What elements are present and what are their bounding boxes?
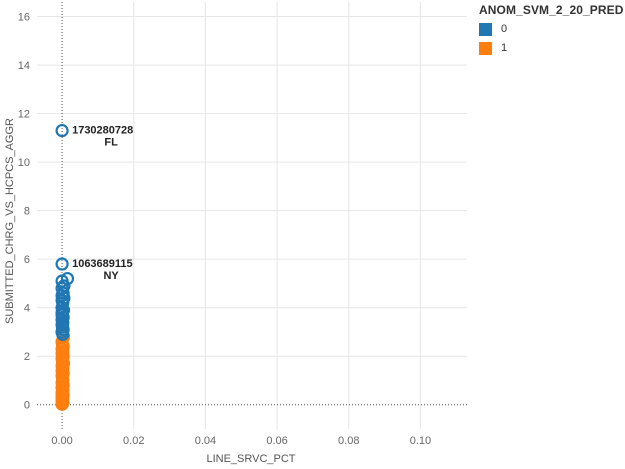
legend-swatch-1 <box>479 41 492 55</box>
x-tick-label: 0.06 <box>266 435 287 447</box>
legend-swatch-0 <box>479 22 492 36</box>
y-tick-label: 6 <box>24 254 30 266</box>
data-point-series-1 <box>55 397 69 411</box>
scatter-chart: 0.00 0.02 0.04 0.06 0.08 0.10 0 2 4 6 8 10 12 14 16 17… <box>4 2 467 465</box>
data-point-series-0 <box>56 296 70 310</box>
y-tick-label: 8 <box>24 206 30 218</box>
series-0-points <box>55 123 75 341</box>
x-tick-label: 0.10 <box>410 435 431 447</box>
x-tick-label: 0.00 <box>51 435 72 447</box>
legend-item-1[interactable]: 1 <box>479 41 625 55</box>
axes: 0.00 0.02 0.04 0.06 0.08 0.10 0 2 4 6 8 10 12 14 16 <box>18 2 467 447</box>
x-axis-label: LINE_SRVC_PCT <box>206 453 295 465</box>
grid-lines <box>37 2 467 429</box>
annotation-state: FL <box>104 137 118 149</box>
data-point-series-0 <box>55 257 69 271</box>
y-axis-label: SUBMITTED_CHRG_VS_HCPCS_AGGR <box>4 118 16 324</box>
x-tick-label: 0.08 <box>338 435 359 447</box>
y-tick-label: 0 <box>24 400 30 412</box>
y-tick-label: 2 <box>24 351 30 363</box>
y-tick-label: 16 <box>18 12 30 24</box>
annotation-id: 1730280728 <box>72 125 133 137</box>
y-tick-label: 12 <box>18 109 30 121</box>
y-tick-label: 10 <box>18 157 30 169</box>
data-point-series-0 <box>56 327 70 341</box>
legend-label-0: 0 <box>501 23 508 35</box>
annotation-id: 1063689115 <box>72 258 133 270</box>
annotation-state: NY <box>103 270 119 282</box>
y-tick-label: 4 <box>24 303 30 315</box>
legend-label-1: 1 <box>501 42 508 54</box>
y-tick-label: 14 <box>18 60 30 72</box>
legend: ANOM_SVM_2_20_PRED 0 1 <box>479 3 625 55</box>
legend-item-0[interactable]: 0 <box>479 22 625 36</box>
x-tick-label: 0.04 <box>195 435 216 447</box>
x-tick-label: 0.02 <box>123 435 144 447</box>
data-point-series-0 <box>55 123 69 138</box>
legend-title: ANOM_SVM_2_20_PRED <box>479 3 624 17</box>
